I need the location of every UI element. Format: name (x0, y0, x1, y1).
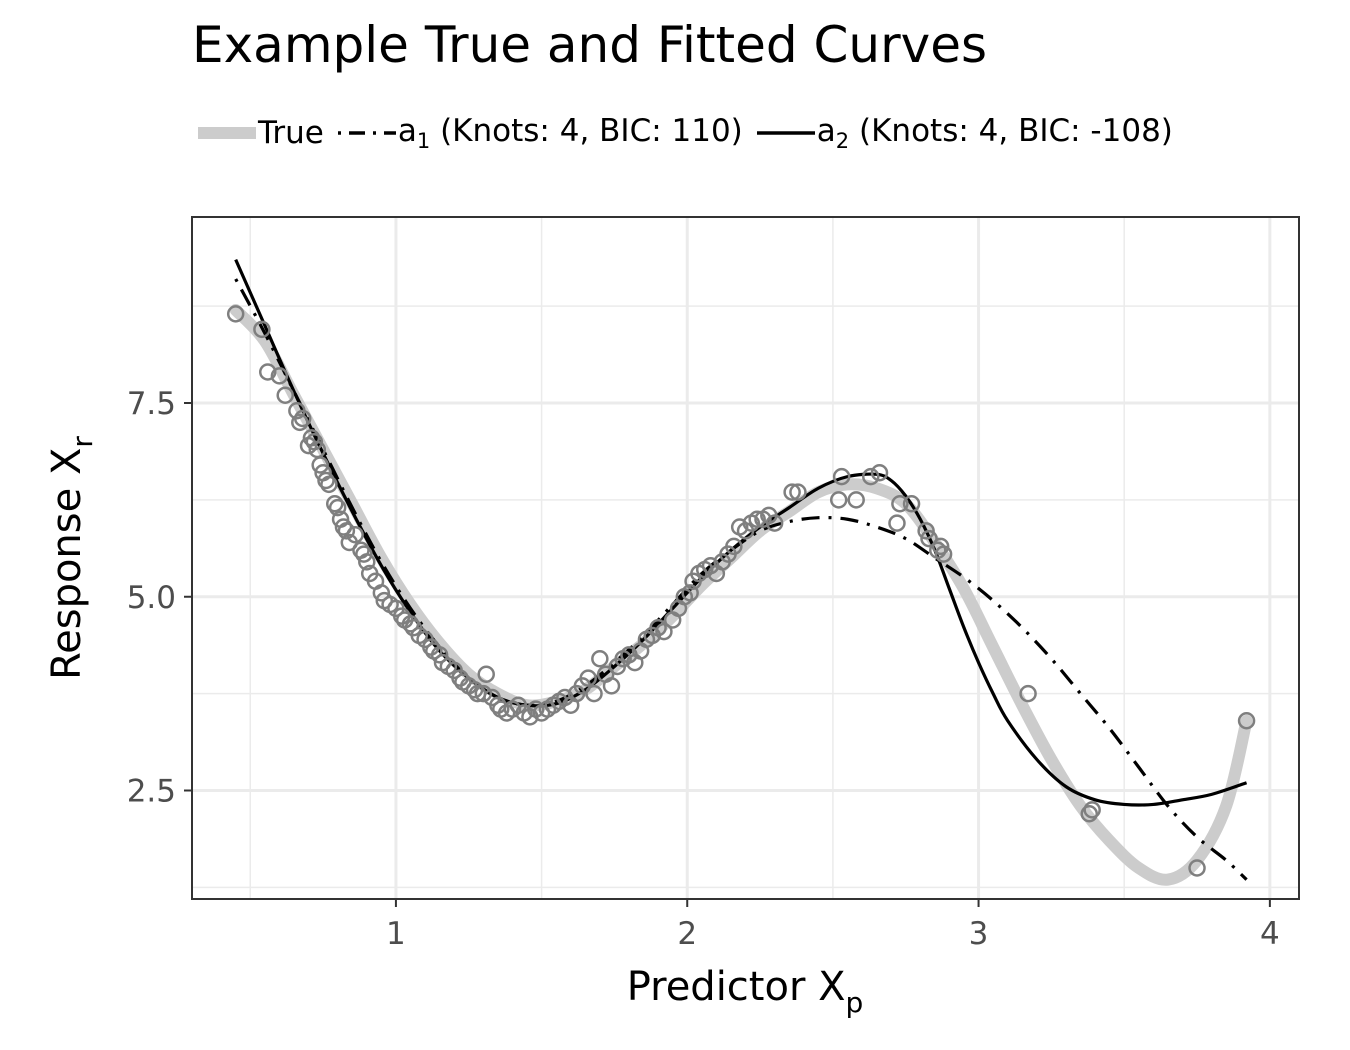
data-point (789, 483, 807, 501)
data-point (305, 433, 324, 451)
data-point (681, 584, 699, 602)
data-point (748, 510, 766, 528)
data-point (870, 464, 889, 482)
legend-label-a2-rest: (Knots: 4, BIC: -108) (849, 112, 1173, 149)
data-point (847, 491, 865, 509)
data-point (579, 669, 597, 687)
legend-key-a1 (337, 131, 396, 135)
data-point (226, 305, 245, 323)
y-axis-title-sub: r (66, 436, 99, 448)
chart-title: Example True and Fitted Curves (192, 16, 988, 74)
data-point (765, 514, 784, 532)
data-point (355, 545, 373, 563)
data-point (725, 537, 743, 556)
y-tick-label: 7.5 (127, 386, 176, 422)
grid-minor (192, 217, 1299, 899)
legend-item-a1: a1 (Knots: 4, BIC: 110) (336, 113, 755, 153)
data-point (920, 529, 938, 548)
y-tick-label: 5.0 (127, 580, 176, 616)
data-point (430, 646, 449, 664)
legend: True a1 (Knots: 4, BIC: 110) a2 (Knots: … (196, 108, 1185, 158)
legend-item-true: True (196, 115, 336, 151)
legend-item-a2: a2 (Knots: 4, BIC: -108) (755, 113, 1185, 153)
data-point (1019, 684, 1037, 703)
data-point (655, 622, 673, 641)
x-axis-title-sub: p (846, 986, 864, 1019)
data-point (334, 518, 353, 536)
data-point (591, 650, 609, 668)
data-point (346, 526, 364, 544)
legend-label-a1-base: a (397, 112, 417, 149)
data-point (276, 386, 294, 404)
x-tick-label: 1 (386, 916, 406, 952)
x-tick-label: 2 (677, 916, 697, 952)
data-point (1083, 801, 1101, 819)
legend-label-true: True (258, 115, 324, 151)
data-point (1237, 712, 1256, 730)
legend-label-a1-sub: 1 (416, 129, 431, 154)
data-point (291, 413, 309, 432)
y-axis-title: Response Xr (44, 436, 99, 680)
data-point (293, 409, 312, 428)
legend-key-a2 (756, 131, 815, 135)
data-point (320, 475, 338, 494)
data-point (862, 467, 880, 486)
legend-label-a2-base: a (816, 112, 836, 149)
legend-key-true (198, 127, 256, 139)
data-point (317, 471, 335, 490)
data-point (783, 483, 801, 501)
legend-label-a2-sub: 2 (835, 129, 850, 154)
plot-border (191, 216, 1300, 900)
data-point (474, 684, 493, 703)
data-point (902, 495, 921, 513)
data-point (337, 522, 356, 540)
data-point (465, 681, 484, 699)
data-point (934, 545, 953, 563)
data-point (888, 514, 906, 532)
x-axis-title-base: Predictor X (627, 964, 846, 1010)
data-point (891, 495, 909, 513)
data-point (1080, 805, 1099, 823)
x-tick-label: 4 (1260, 916, 1280, 952)
x-tick-label: 3 (969, 916, 989, 952)
legend-label-a2: a2 (Knots: 4, BIC: -108) (817, 113, 1173, 153)
y-tick-label: 2.5 (127, 774, 176, 810)
data-point (477, 665, 495, 683)
data-point (328, 498, 347, 517)
data-point (311, 456, 329, 474)
x-axis-title: Predictor Xp (627, 964, 864, 1019)
data-point (585, 684, 603, 703)
data-point (325, 495, 344, 513)
x-axis: 1 2 3 4 (386, 899, 1280, 952)
data-point (270, 367, 289, 385)
data-point (1188, 859, 1206, 877)
points-layer (226, 305, 1256, 877)
data-point (372, 584, 391, 602)
y-axis-title-base: Response X (44, 448, 90, 680)
data-point (401, 615, 420, 633)
y-axis: 2.5 5.0 7.5 (127, 386, 192, 810)
data-point (917, 522, 935, 540)
data-point (931, 537, 950, 556)
data-point (258, 363, 277, 381)
legend-label-a1: a1 (Knots: 4, BIC: 110) (398, 113, 743, 153)
data-point (602, 677, 621, 695)
legend-label-a1-rest: (Knots: 4, BIC: 110) (430, 112, 743, 149)
data-point (829, 491, 848, 509)
data-point (253, 320, 271, 339)
data-point (832, 467, 851, 486)
data-point (358, 553, 376, 571)
